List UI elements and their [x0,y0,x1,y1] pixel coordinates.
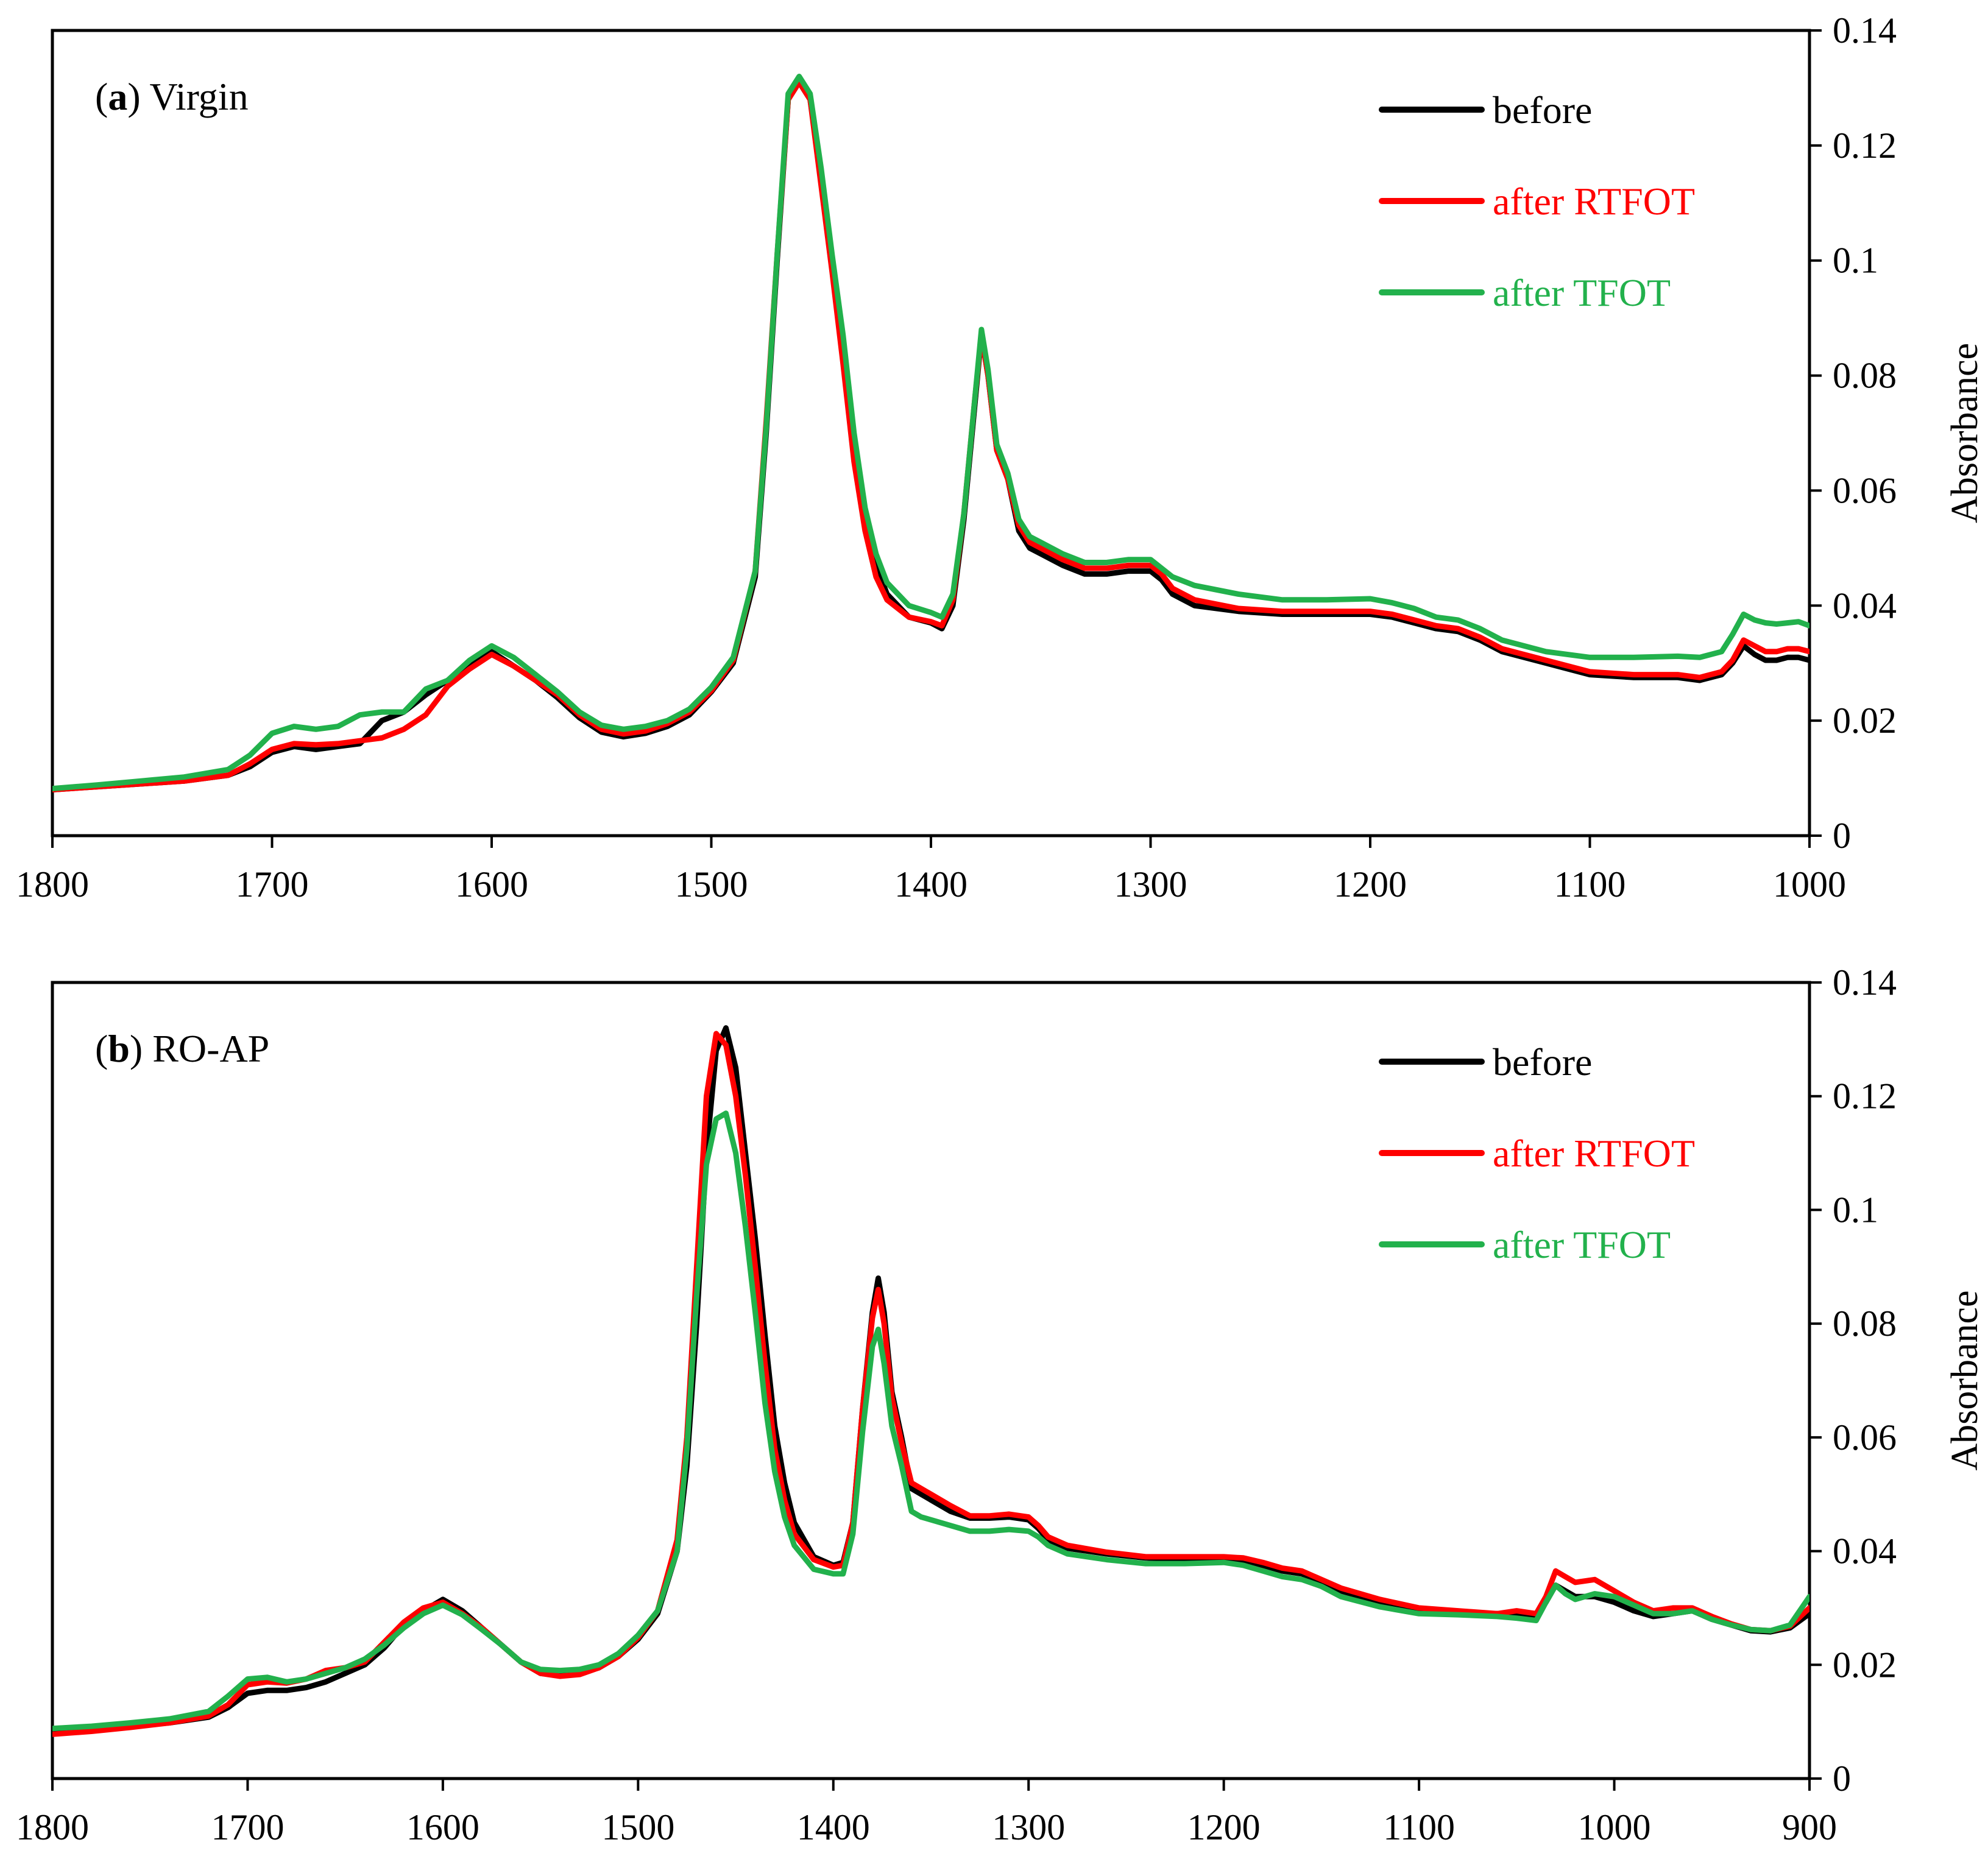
legend-label-after-rtfot: after RTFOT [1493,180,1695,223]
x-tick-label: 1500 [675,864,748,905]
y-tick-label: 0.02 [1833,1645,1897,1685]
x-tick-label: 1400 [797,1807,870,1847]
y-tick-label: 0.12 [1833,1076,1897,1116]
y-tick-label: 0.02 [1833,700,1897,741]
x-tick-label: 1100 [1383,1807,1455,1847]
panel-label: a [108,75,127,118]
panel-title-close-paren: ) [127,75,149,118]
x-tick-label: 1100 [1554,864,1626,905]
y-tick-label: 0.04 [1833,585,1897,626]
series-line-after-rtfot [52,79,1809,792]
y-tick-label: 0.06 [1833,470,1897,510]
series-line-after-tfot [52,1110,1809,1732]
y-tick-label: 0.06 [1833,1417,1897,1458]
panel-title-close-paren: ) [130,1027,152,1070]
panel-title: (b) RO-AP [95,1027,269,1070]
legend-label-before: before [1493,1040,1592,1084]
x-tick-label: 1300 [992,1807,1065,1847]
x-tick-label: 1800 [16,864,89,905]
panel-title-text: Virgin [149,75,248,118]
legend-label-after-tfot: after TFOT [1493,1223,1671,1266]
legend-label-after-rtfot: after RTFOT [1493,1132,1695,1175]
panel-title: (a) Virgin [95,75,249,118]
legend-label-after-tfot: after TFOT [1493,271,1671,314]
y-tick-label: 0 [1833,816,1851,856]
x-tick-label: 1600 [455,864,528,905]
y-tick-label: 0.14 [1833,962,1897,1003]
y-tick-label: 0.1 [1833,1190,1878,1230]
chart-panel-a: 1800 1700 1600 1500 1400 1300 1200 1100 1000 0 0.0… [16,10,1986,905]
y-tick-label: 0.08 [1833,1303,1897,1344]
chart-panel-b: 1800 1700 1600 1500 1400 1300 1200 1100 1000 900 0… [16,962,1986,1847]
x-tick-label: 1200 [1187,1807,1261,1847]
series-line-after-rtfot [52,1031,1809,1737]
y-tick-label: 0.04 [1833,1531,1897,1571]
x-tick-label: 1800 [16,1807,89,1847]
panel-title-open-paren: ( [95,1027,108,1070]
x-tick-label: 1300 [1114,864,1187,905]
x-tick-label: 900 [1782,1807,1837,1847]
legend-label-before: before [1493,88,1592,132]
series-line-after-tfot [52,74,1809,792]
y-tick-label: 0.12 [1833,125,1897,166]
x-tick-label: 1600 [406,1807,479,1847]
y-axis-title: Absorbance [1944,1290,1986,1470]
x-tick-label: 1200 [1334,864,1407,905]
x-tick-label: 1700 [211,1807,284,1847]
x-tick-label: 1000 [1773,864,1846,905]
x-tick-label: 1500 [601,1807,674,1847]
plot-frame [51,981,1811,1780]
y-axis-title: Absorbance [1944,343,1986,523]
panel-title-text: RO-AP [152,1027,269,1070]
y-tick-label: 0 [1833,1758,1851,1799]
y-tick-label: 0.1 [1833,241,1878,281]
panel-label: b [108,1027,130,1070]
panel-title-open-paren: ( [95,75,108,118]
x-tick-label: 1400 [894,864,967,905]
plot-frame [51,29,1811,838]
x-tick-label: 1700 [236,864,309,905]
y-tick-label: 0.08 [1833,356,1897,396]
y-tick-label: 0.14 [1833,10,1897,51]
x-tick-label: 1000 [1578,1807,1651,1847]
